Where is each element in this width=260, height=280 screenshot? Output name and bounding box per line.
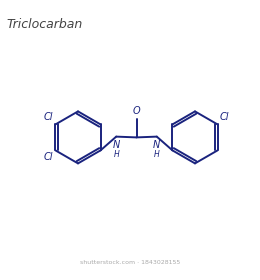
Text: Cl: Cl <box>44 153 53 162</box>
Text: Cl: Cl <box>220 112 229 122</box>
Text: Triclocarban: Triclocarban <box>6 18 83 31</box>
Text: H: H <box>113 150 119 159</box>
Text: Cl: Cl <box>44 112 53 122</box>
Text: N: N <box>153 140 160 150</box>
Text: O: O <box>133 106 140 116</box>
Text: N: N <box>113 140 120 150</box>
Text: shutterstock.com · 1843028155: shutterstock.com · 1843028155 <box>80 260 180 265</box>
Text: H: H <box>154 150 160 159</box>
